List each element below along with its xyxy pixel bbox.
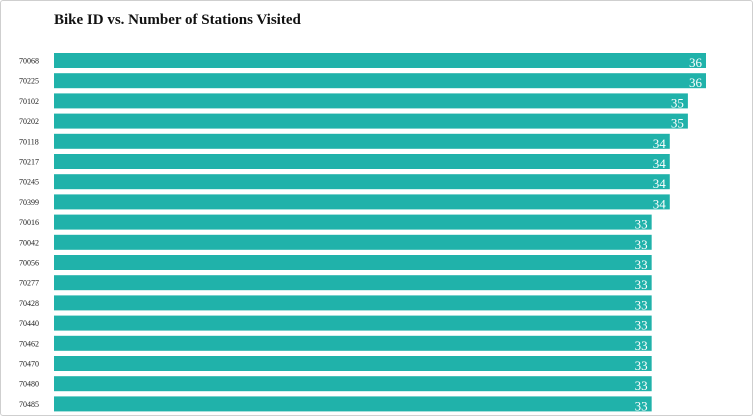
bar [54, 174, 670, 190]
bar [54, 194, 670, 210]
y-tick-label: 70102 [19, 97, 39, 106]
y-tick-label: 70016 [19, 218, 39, 227]
data-label: 34 [653, 136, 667, 151]
data-label: 34 [653, 196, 667, 211]
bar [54, 93, 688, 109]
bar [54, 356, 652, 371]
y-tick-label: 70118 [19, 137, 39, 146]
y-tick-label: 70462 [19, 339, 39, 348]
data-label: 34 [653, 156, 667, 171]
bar [54, 295, 652, 311]
y-tick-label: 70277 [19, 279, 39, 288]
bar [54, 275, 652, 291]
data-label: 36 [689, 55, 703, 70]
data-label: 33 [635, 217, 648, 232]
y-tick-label: 70485 [19, 400, 39, 409]
y-tick-label: 70440 [19, 319, 39, 328]
y-tick-label: 70480 [19, 380, 39, 389]
bar [54, 113, 688, 129]
data-label: 33 [635, 237, 648, 252]
bar [54, 234, 652, 250]
chart-title: Bike ID vs. Number of Stations Visited [54, 12, 301, 28]
y-tick-label: 70470 [19, 360, 39, 369]
data-label: 33 [635, 297, 648, 312]
data-label: 33 [635, 318, 648, 333]
data-label: 33 [635, 358, 648, 373]
bar [54, 376, 652, 392]
bar [54, 53, 706, 68]
data-label: 33 [635, 378, 648, 393]
bar [54, 214, 652, 230]
y-tick-label: 70202 [19, 117, 39, 126]
data-label: 33 [635, 338, 648, 353]
bar [54, 73, 706, 89]
y-tick-label: 70056 [19, 259, 39, 268]
y-tick-label: 70428 [19, 299, 39, 308]
y-tick-label: 70245 [19, 178, 39, 187]
data-label: 36 [689, 75, 703, 90]
y-tick-label: 70068 [19, 57, 39, 66]
bar [54, 154, 670, 169]
bar [54, 396, 652, 412]
data-label: 35 [671, 95, 684, 110]
data-label: 34 [653, 176, 667, 191]
bar [54, 335, 652, 351]
bars-layer: 70068 36 70225 36 70102 35 70202 35 70118 34 70217… [19, 53, 706, 413]
y-tick-label: 70399 [19, 198, 39, 207]
y-tick-label: 70217 [19, 158, 39, 167]
y-tick-label: 70225 [19, 77, 39, 86]
data-label: 33 [635, 277, 648, 292]
data-label: 33 [635, 398, 648, 413]
y-tick-label: 70042 [19, 238, 39, 247]
bar [54, 315, 652, 331]
bar [54, 133, 670, 149]
data-label: 35 [671, 116, 684, 131]
bar [54, 255, 652, 270]
data-label: 33 [635, 257, 648, 272]
